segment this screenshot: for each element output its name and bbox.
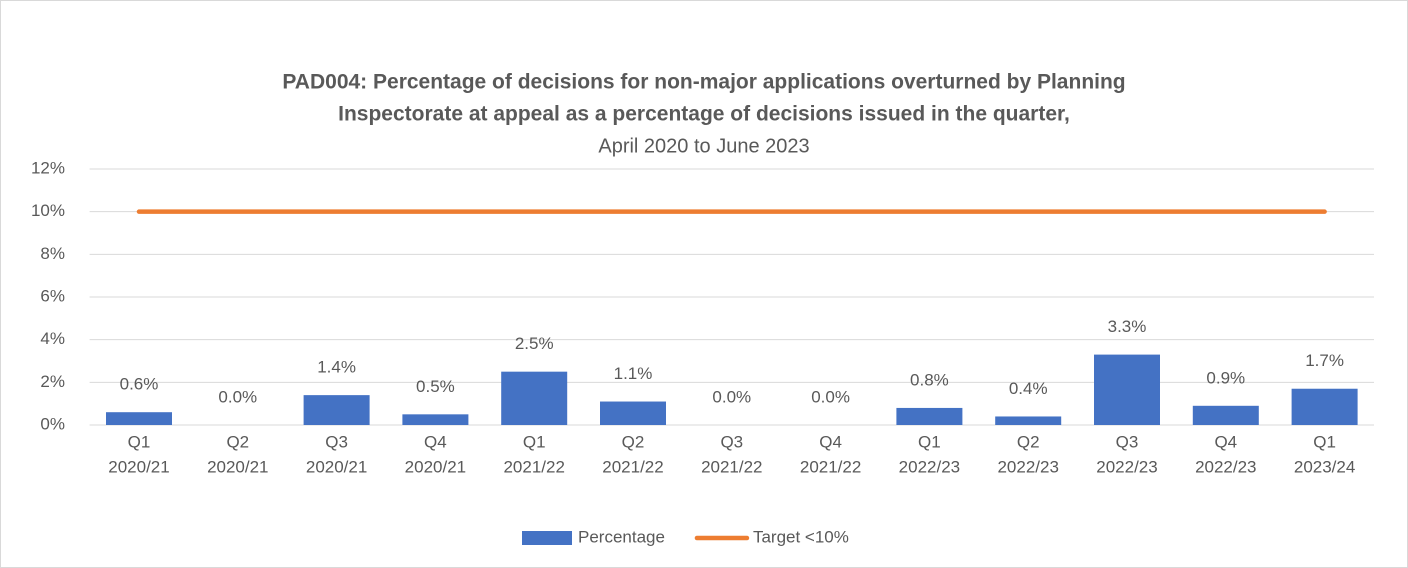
x-tick-label: Q1	[1313, 432, 1336, 451]
x-tick-label: Q4	[424, 432, 447, 451]
x-tick-label: Q3	[325, 432, 348, 451]
data-label: 0.6%	[120, 375, 159, 394]
bar	[1094, 354, 1160, 425]
bar	[896, 407, 963, 425]
chart-subtitle: April 2020 to June 2023	[598, 135, 809, 157]
x-tick-label: Q3	[720, 432, 743, 451]
x-tick-label: 2020/21	[108, 457, 169, 476]
y-tick-label: 0%	[40, 414, 65, 433]
legend-label: Percentage	[578, 527, 665, 546]
chart-title: PAD004: Percentage of decisions for non-…	[282, 71, 1125, 94]
x-tick-label: Q4	[819, 432, 842, 451]
x-tick-label: 2020/21	[405, 457, 466, 476]
data-label: 0.4%	[1009, 379, 1048, 398]
x-tick-label: 2022/23	[899, 457, 960, 476]
x-tick-label: Q2	[1017, 432, 1040, 451]
data-label: 3.3%	[1108, 317, 1147, 336]
y-tick-label: 12%	[31, 158, 65, 177]
x-tick-label: 2021/22	[503, 457, 564, 476]
x-tick-label: 2022/23	[1195, 457, 1256, 476]
x-tick-label: Q1	[918, 432, 941, 451]
x-tick-label: 2022/23	[997, 457, 1058, 476]
data-label: 0.0%	[811, 387, 850, 406]
x-tick-label: 2021/22	[602, 457, 663, 476]
x-tick-label: 2022/23	[1096, 457, 1157, 476]
data-label: 0.8%	[910, 370, 949, 389]
legend-swatch	[522, 531, 572, 545]
bar	[1192, 405, 1259, 425]
data-label: 1.7%	[1305, 351, 1344, 370]
bar	[995, 416, 1062, 425]
data-label: 0.5%	[416, 377, 455, 396]
bar	[1291, 388, 1358, 425]
bar	[402, 414, 469, 425]
data-label: 1.4%	[317, 358, 356, 377]
y-tick-label: 4%	[40, 329, 65, 348]
data-label: 2.5%	[515, 334, 554, 353]
x-tick-label: Q1	[128, 432, 151, 451]
x-tick-label: Q2	[226, 432, 249, 451]
y-tick-label: 8%	[40, 244, 65, 263]
y-tick-label: 2%	[40, 372, 65, 391]
bar	[106, 412, 172, 425]
bar	[501, 371, 568, 425]
x-tick-label: 2021/22	[800, 457, 861, 476]
data-label: 1.1%	[614, 364, 653, 383]
data-label: 0.0%	[712, 387, 751, 406]
x-tick-label: Q4	[1214, 432, 1237, 451]
data-label: 0.0%	[218, 387, 257, 406]
legend-label: Target <10%	[753, 527, 849, 546]
x-tick-label: 2023/24	[1294, 457, 1355, 476]
x-tick-label: Q1	[523, 432, 546, 451]
x-tick-label: Q2	[622, 432, 645, 451]
y-tick-label: 6%	[40, 286, 65, 305]
x-tick-label: Q3	[1116, 432, 1139, 451]
x-tick-label: 2020/21	[207, 457, 268, 476]
chart-title: Inspectorate at appeal as a percentage o…	[338, 103, 1070, 126]
x-tick-label: 2020/21	[306, 457, 367, 476]
x-tick-label: 2021/22	[701, 457, 762, 476]
y-tick-label: 10%	[31, 201, 65, 220]
bar	[600, 401, 666, 425]
bar	[303, 395, 370, 425]
data-label: 0.9%	[1206, 368, 1245, 387]
